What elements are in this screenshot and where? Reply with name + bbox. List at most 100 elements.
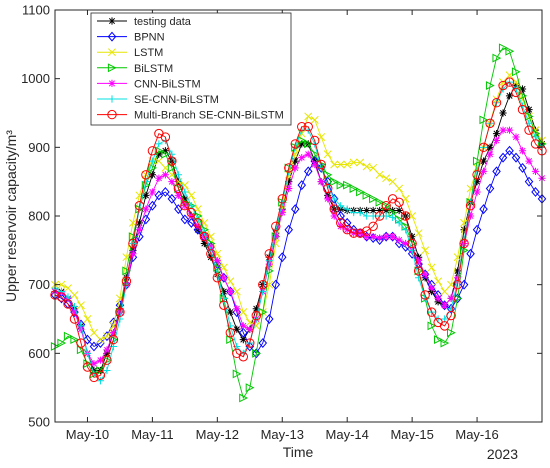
data-point-marker [135,219,144,227]
data-point-marker [142,205,150,213]
y-tick-label: 1000 [21,71,50,86]
data-point-marker [160,132,171,142]
data-point-marker [232,287,241,296]
data-point-marker [330,160,339,169]
data-point-marker [212,273,223,283]
data-point-marker [311,160,319,169]
data-point-marker [376,206,384,215]
data-point-marker [485,81,495,90]
data-point-marker [492,136,501,145]
data-point-marker [498,43,508,53]
data-point-marker [102,331,112,342]
data-point-marker [350,208,358,217]
data-point-marker [466,248,475,259]
data-point-marker [304,112,313,121]
data-point-marker [226,335,236,345]
data-point-marker [363,233,371,241]
data-point-marker [147,146,158,156]
data-point-marker [89,341,99,352]
data-point-marker [95,370,106,381]
data-point-marker [447,294,455,302]
data-point-marker [388,231,397,242]
data-point-marker [284,163,294,173]
data-point-marker [498,152,508,163]
data-point-marker [512,133,520,141]
data-point-marker [375,235,384,246]
data-point-marker [102,355,112,365]
data-point-marker [206,249,216,259]
data-point-marker [219,263,228,272]
data-point-marker [122,266,132,276]
data-point-marker [57,280,66,289]
data-point-marker [57,287,66,296]
data-point-marker [336,180,346,190]
data-point-marker [330,195,338,203]
data-point-marker [517,104,528,115]
data-point-marker [304,150,312,158]
data-point-marker [239,393,249,403]
data-point-marker [142,191,150,199]
data-point-marker [486,143,494,151]
data-point-marker [232,369,242,379]
data-point-marker [479,204,488,215]
data-point-marker [316,159,326,170]
data-point-marker [524,176,534,187]
data-point-marker [226,287,234,296]
data-point-marker [187,212,195,220]
data-point-marker [83,334,92,345]
data-point-marker [472,156,482,166]
data-point-marker [531,186,540,197]
data-point-marker [174,171,182,179]
data-point-marker [499,109,507,117]
data-point-marker [492,166,501,177]
x-tick-label: May-11 [131,427,173,442]
data-point-marker [376,234,384,242]
y-axis-title: Upper reservoir capacity/m³ [3,130,19,302]
data-point-marker [491,98,502,108]
data-point-marker [298,140,306,148]
data-point-marker [362,162,371,171]
data-point-marker [382,174,391,183]
data-point-marker [505,126,514,134]
data-point-marker [233,325,241,333]
data-point-marker [180,201,190,211]
data-point-marker [265,314,274,324]
data-point-marker [452,279,463,290]
data-point-marker [446,303,456,314]
legend-marker [107,31,117,42]
data-point-marker [278,252,287,263]
data-point-marker [330,177,339,187]
data-point-marker [193,218,203,228]
data-point-marker [70,308,79,316]
data-point-marker [238,352,249,362]
data-point-marker [473,188,481,196]
data-point-marker [324,195,332,203]
data-point-marker [122,274,131,282]
data-point-marker [290,204,300,215]
data-point-marker [64,284,72,293]
data-point-marker [70,307,79,318]
data-point-marker [187,191,196,200]
y-tick-label: 800 [28,209,50,224]
data-point-marker [323,183,333,194]
data-point-marker [473,178,481,186]
data-point-marker [505,46,515,56]
data-point-marker [213,263,223,272]
legend-entry-label: Multi-Branch SE-CNN-BiLSTM [134,110,284,122]
data-point-marker [421,246,430,255]
data-point-marker [310,115,319,124]
data-point-marker [479,157,488,165]
data-point-marker [363,206,371,215]
data-point-marker [186,207,197,218]
data-point-marker [225,328,236,338]
data-point-marker [148,171,156,179]
data-point-marker [525,105,533,114]
data-point-marker [447,280,456,289]
data-point-marker [161,147,169,155]
data-point-marker [427,263,436,272]
data-point-marker [485,118,495,129]
data-point-marker [440,338,450,348]
legend-entry-label: SE-CNN-BiLSTM [134,94,219,106]
data-point-marker [434,294,442,302]
data-point-marker [465,201,476,211]
